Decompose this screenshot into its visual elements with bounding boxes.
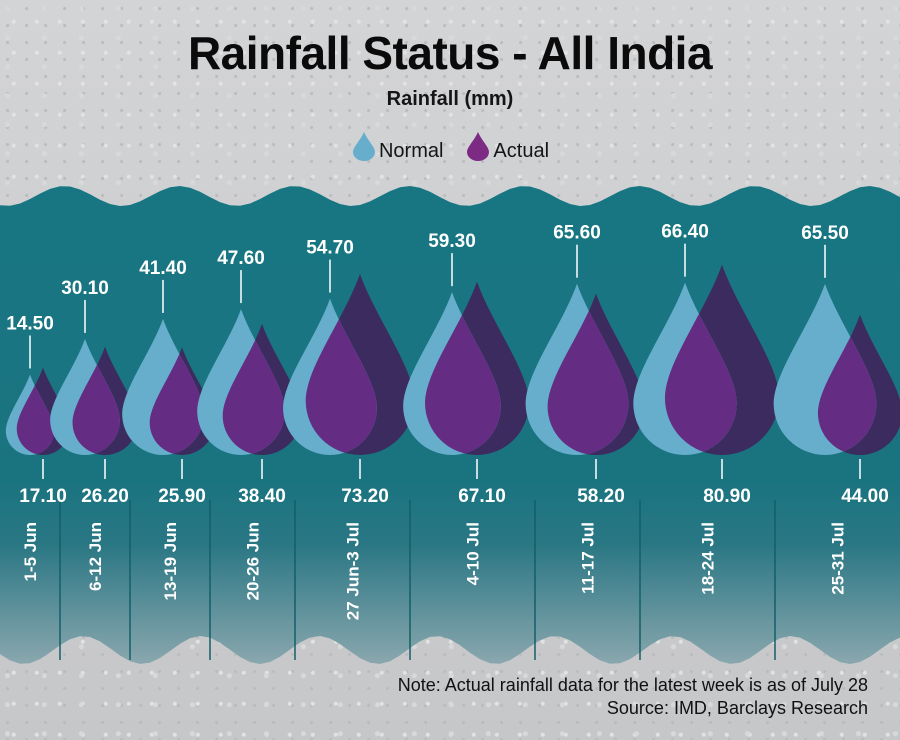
overlap-drop [425,292,501,455]
actual-value-label: 26.20 [81,486,129,507]
overlap-drop [72,346,120,455]
category-label: 11-17 Jul [579,522,598,594]
normal-value-label: 65.50 [801,223,849,244]
category-group [122,318,215,456]
normal-value-label: 47.60 [217,248,265,269]
overlap-drop [149,347,204,455]
legend-item-normal: Normal [351,130,443,162]
normal-value-label: 66.40 [661,222,709,243]
actual-value-label: 58.20 [577,486,625,507]
normal-drop-icon [352,132,375,161]
category-group [283,274,415,455]
actual-value-label: 67.10 [458,486,506,507]
actual-value-label: 80.90 [703,486,751,507]
normal-value-label: 54.70 [306,238,354,259]
actual-value-label: 73.20 [341,486,389,507]
category-group [197,309,302,455]
source-credit: Source: IMD, Barclays Research [606,698,868,718]
category-group [633,264,780,456]
category-label: 25-31 Jul [829,522,848,595]
actual-value-label: 38.40 [238,486,286,507]
overlap-drop [664,282,737,455]
overlap-drop [222,323,285,455]
actual-value-label: 44.00 [841,486,889,507]
normal-value-label: 65.60 [553,223,601,244]
overlap-drop [16,374,55,455]
footnote: Note: Actual rainfall data for the lates… [397,675,868,695]
legend-label-normal: Normal [378,140,444,162]
chart-title: Rainfall Status - All India [187,27,713,79]
chart-subtitle: Rainfall (mm) [386,88,514,110]
category-group [403,281,529,455]
category-label: 4-10 Jul [464,522,483,585]
category-label: 18-24 Jul [699,522,718,595]
normal-value-label: 30.10 [61,278,109,299]
overlap-drop [547,293,629,455]
actual-value-label: 17.10 [19,486,67,507]
category-label: 6-12 Jun [86,522,105,591]
overlap-drop [305,298,377,455]
normal-value-label: 14.50 [6,313,54,334]
actual-value-label: 25.90 [158,486,206,507]
category-label: 20-26 Jun [244,522,263,600]
category-group [773,283,900,455]
category-group [525,283,645,455]
category-label: 1-5 Jun [21,522,40,582]
actual-drop-icon [467,132,490,161]
category-label: 13-19 Jun [161,522,180,600]
legend-item-actual: Actual [465,130,549,162]
overlap-drop [817,314,877,455]
legend: Normal Actual [0,130,900,162]
legend-label-actual: Actual [493,140,550,162]
normal-value-label: 59.30 [428,231,476,252]
category-label: 27 Jun-3 Jul [344,522,363,620]
normal-value-label: 41.40 [139,258,187,279]
category-group [50,338,138,455]
